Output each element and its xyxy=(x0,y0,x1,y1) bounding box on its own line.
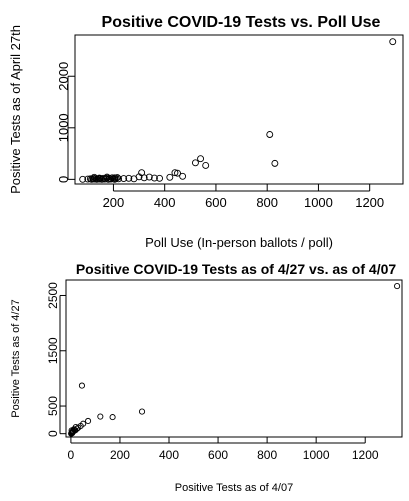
y-tick-label: 2000 xyxy=(56,62,71,91)
data-point xyxy=(103,173,111,181)
data-point xyxy=(140,174,148,182)
x-tick-label: 600 xyxy=(205,195,227,210)
data-point xyxy=(111,174,119,182)
x-tick-label: 200 xyxy=(103,195,125,210)
x-tick-label: 400 xyxy=(159,448,179,462)
x-tick-label: 1000 xyxy=(304,195,333,210)
data-point xyxy=(92,174,99,182)
chart-2: Positive COVID-19 Tests as of 4/27 vs. a… xyxy=(10,261,403,494)
chart-title: Positive COVID-19 Tests as of 4/27 vs. a… xyxy=(76,261,397,277)
plot-frame xyxy=(65,279,403,438)
x-axis-label: Poll Use (In-person ballots / poll) xyxy=(145,235,333,250)
data-point xyxy=(85,417,92,425)
data-point xyxy=(107,175,115,183)
data-point xyxy=(202,161,210,169)
data-point xyxy=(79,175,87,183)
data-point xyxy=(191,159,199,167)
data-point xyxy=(166,173,174,181)
y-tick-label: 0 xyxy=(56,176,71,183)
data-point xyxy=(171,169,179,177)
x-tick-label: 1200 xyxy=(355,195,384,210)
x-tick-label: 400 xyxy=(154,195,176,210)
data-point xyxy=(174,169,181,177)
x-tick-label: 200 xyxy=(110,448,130,462)
y-tick-label: 2500 xyxy=(46,282,60,309)
data-point xyxy=(113,174,121,182)
data-point xyxy=(80,420,87,427)
chart-1: Positive COVID-19 Tests vs. Poll Use 200 4… xyxy=(8,14,404,250)
data-point xyxy=(95,174,103,182)
data-point xyxy=(125,174,133,182)
data-point xyxy=(115,175,123,183)
x-tick-label: 1000 xyxy=(303,448,330,462)
data-point xyxy=(138,408,146,415)
chart-title: Positive COVID-19 Tests vs. Poll Use xyxy=(102,14,381,31)
data-point xyxy=(97,413,104,420)
data-point xyxy=(120,175,128,183)
x-tick-label: 1200 xyxy=(352,448,379,462)
y-tick-label: 0 xyxy=(46,430,60,437)
data-point xyxy=(150,174,158,182)
y-axis-label: Positive Tests as of 4/27 xyxy=(10,299,22,417)
data-point xyxy=(78,382,85,389)
data-point xyxy=(394,283,401,290)
data-point xyxy=(90,173,98,181)
data-point xyxy=(179,172,187,180)
data-point xyxy=(389,38,397,46)
data-point xyxy=(102,175,110,183)
y-tick-label: 500 xyxy=(46,396,60,416)
y-tick-label: 1500 xyxy=(46,337,60,364)
data-point xyxy=(145,173,153,181)
data-point xyxy=(266,131,274,138)
data-point xyxy=(197,155,205,163)
data-point xyxy=(109,414,116,421)
x-tick-label: 800 xyxy=(257,448,277,462)
plot-frame xyxy=(74,34,404,185)
y-tick-label: 1000 xyxy=(56,113,71,142)
x-axis-label: Positive Tests as of 4/07 xyxy=(175,482,293,494)
data-point xyxy=(156,174,164,182)
x-tick-label: 800 xyxy=(256,195,278,210)
data-point xyxy=(271,159,279,167)
x-tick-label: 600 xyxy=(208,448,228,462)
y-axis-label: Positive Tests as of April 27th xyxy=(8,25,23,194)
x-tick-label: 0 xyxy=(68,448,75,462)
